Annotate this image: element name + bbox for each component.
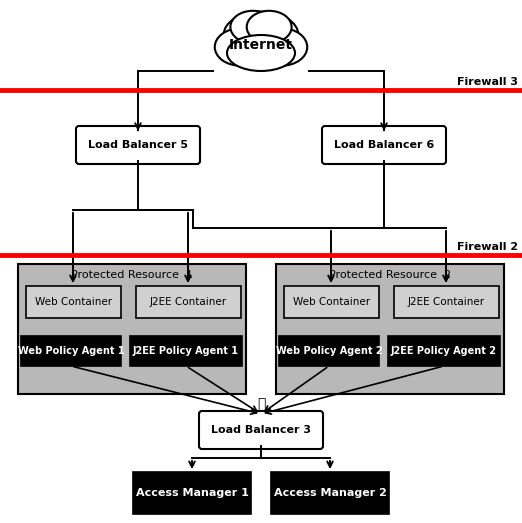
FancyBboxPatch shape	[199, 411, 323, 449]
Text: J2EE Container: J2EE Container	[150, 297, 227, 307]
Bar	[21, 336, 121, 366]
Bar	[388, 336, 500, 366]
Text: Web Policy Agent 1: Web Policy Agent 1	[18, 346, 124, 356]
Text: Load Balancer 5: Load Balancer 5	[88, 140, 188, 150]
Bar	[130, 336, 242, 366]
Bar	[271, 472, 389, 514]
Text: Internet: Internet	[229, 38, 293, 52]
Text: Web Policy Agent 2: Web Policy Agent 2	[276, 346, 382, 356]
Bar	[18, 264, 246, 394]
Bar	[133, 472, 251, 514]
Text: Firewall 3: Firewall 3	[457, 77, 518, 87]
Text: J2EE Policy Agent 2: J2EE Policy Agent 2	[391, 346, 497, 356]
Bar	[279, 336, 379, 366]
Bar	[136, 286, 241, 318]
Text: Access Manager 2: Access Manager 2	[274, 488, 386, 498]
Bar	[394, 286, 499, 318]
Ellipse shape	[256, 28, 307, 66]
Ellipse shape	[230, 11, 275, 43]
Ellipse shape	[247, 11, 292, 43]
Text: Load Balancer 3: Load Balancer 3	[211, 425, 311, 435]
Text: Web Container: Web Container	[35, 297, 112, 307]
Text: 🔐: 🔐	[257, 397, 265, 411]
Text: Protected Resource  1: Protected Resource 1	[71, 270, 193, 280]
Ellipse shape	[223, 12, 299, 59]
Text: J2EE Policy Agent 1: J2EE Policy Agent 1	[133, 346, 239, 356]
Bar	[276, 264, 504, 394]
Text: Firewall 2: Firewall 2	[457, 242, 518, 252]
Text: Web Container: Web Container	[293, 297, 370, 307]
Ellipse shape	[215, 28, 266, 66]
Text: Protected Resource  2: Protected Resource 2	[329, 270, 451, 280]
Bar	[26, 286, 121, 318]
Bar	[284, 286, 379, 318]
Text: J2EE Container: J2EE Container	[408, 297, 485, 307]
Text: Access Manager 1: Access Manager 1	[136, 488, 248, 498]
FancyBboxPatch shape	[76, 126, 200, 164]
FancyBboxPatch shape	[322, 126, 446, 164]
Text: Load Balancer 6: Load Balancer 6	[334, 140, 434, 150]
Ellipse shape	[227, 35, 295, 71]
